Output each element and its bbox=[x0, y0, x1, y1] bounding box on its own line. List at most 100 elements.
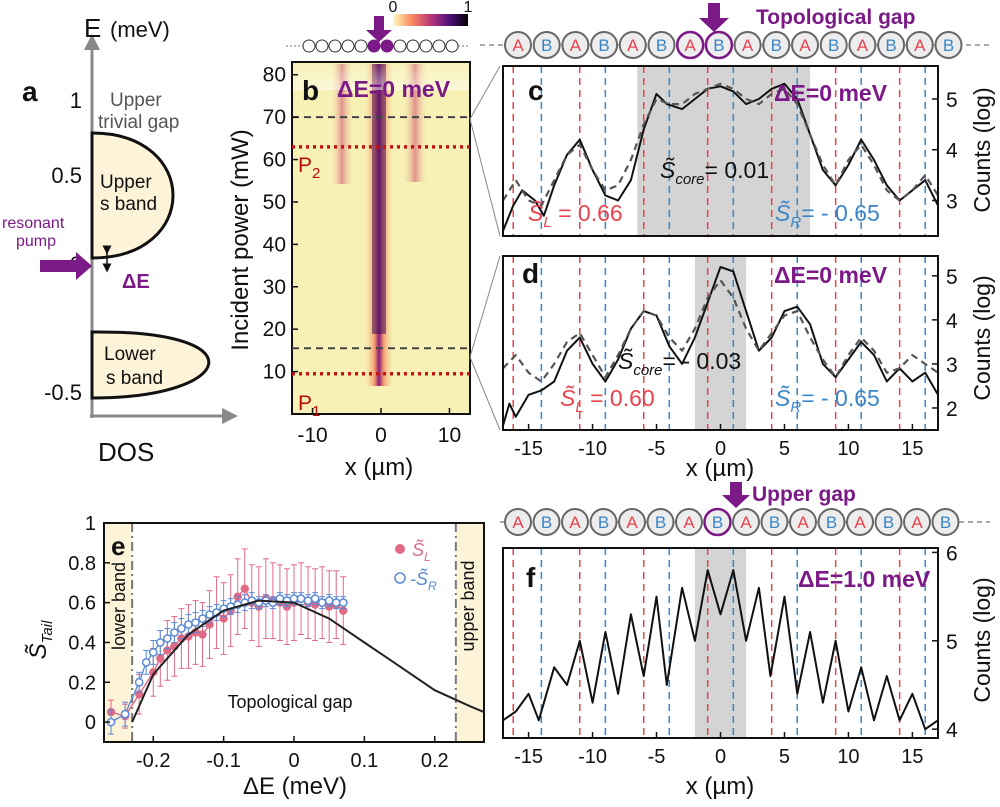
lattice-site-a bbox=[504, 31, 532, 59]
panel-e-legend: S̃L -S̃R bbox=[394, 539, 437, 593]
panel-a-upper-gap-1: Upper bbox=[110, 90, 162, 111]
panel-e-point-r bbox=[331, 598, 341, 607]
panel-d-s-core: S̃core= - 0.03 bbox=[618, 348, 741, 379]
lattice-site-a bbox=[732, 508, 760, 536]
panel-a-y-unit: (meV) bbox=[110, 17, 170, 42]
panel-c-s-right: S̃R= - 0.65 bbox=[775, 200, 880, 231]
lattice-site-a bbox=[846, 508, 874, 536]
lattice-site-label: B bbox=[656, 36, 667, 55]
panel-d: 5 4 3 2 -15 -10 -5 0 5 10 15 d ΔE=0 meV S̃core= - … bbox=[502, 255, 995, 482]
panel-f-y-label: Counts (log) bbox=[969, 577, 995, 702]
lattice-site-a bbox=[504, 508, 532, 536]
lattice-site-label: B bbox=[771, 36, 782, 55]
legend-r-marker bbox=[394, 572, 406, 584]
panel-c-s-core: S̃core= 0.01 bbox=[660, 157, 769, 188]
panel-a-upper-band bbox=[90, 131, 175, 260]
panel-e-x-tick-label: -0.1 bbox=[206, 750, 240, 772]
panel-f-plot-y-tick-label: 4 bbox=[946, 719, 958, 742]
lattice-site-a bbox=[618, 508, 646, 536]
panel-e-point-r bbox=[141, 658, 151, 667]
lattice-site-label: A bbox=[914, 36, 926, 55]
panel-e-point-r bbox=[205, 610, 214, 619]
panel-e-theory-curve bbox=[131, 599, 485, 723]
lattice-site-a bbox=[789, 508, 817, 536]
lattice-site-label: B bbox=[883, 513, 894, 532]
lattice-site-b bbox=[646, 508, 675, 536]
lattice-site-a bbox=[848, 31, 877, 59]
panel-c-plot-y-tick-label: 3 bbox=[946, 190, 958, 213]
panel-f-plot-x-tick-label: -15 bbox=[514, 746, 543, 768]
lattice-site-label: B bbox=[713, 36, 724, 55]
panel-b: 0 1 10 20 30 40 50 60 70 80 -10 0 10 b ΔE=0 meV P2… bbox=[227, 0, 473, 481]
panel-d-plot-y-tick-label: 5 bbox=[946, 266, 958, 289]
panel-f-plot-y-tick-label: 5 bbox=[946, 631, 958, 654]
lattice-site-label: A bbox=[569, 513, 581, 532]
panel-a-pump-2: pump bbox=[16, 233, 56, 250]
colorbar-tick-1: 1 bbox=[464, 0, 473, 16]
lattice-site-label: A bbox=[740, 513, 752, 532]
panel-e-x-tick-label: -0.2 bbox=[136, 750, 170, 772]
panel-a-tick-1: 1 bbox=[70, 88, 82, 113]
panel-a-x-arrow bbox=[222, 408, 238, 424]
lattice-site-label: B bbox=[655, 513, 666, 532]
lattice-site-label: A bbox=[512, 36, 524, 55]
panel-e-y-tick-label: 0 bbox=[85, 712, 96, 734]
panel-d-s-right: S̃R= - 0.65 bbox=[775, 385, 880, 416]
lattice-site-label: A bbox=[512, 513, 524, 532]
panel-c-s-left: S̃L = 0.66 bbox=[528, 200, 623, 231]
topological-site-arrow-icon bbox=[699, 3, 729, 32]
lattice-site-a bbox=[618, 31, 647, 59]
heatmap-top-fade bbox=[292, 62, 470, 90]
panel-e-point-r bbox=[303, 596, 313, 605]
panel-e-y-tick-label: 0.8 bbox=[68, 553, 96, 575]
lattice-site-a bbox=[903, 508, 931, 536]
lattice-site-label: A bbox=[685, 36, 697, 55]
panel-f-plot-x-tick-label: 15 bbox=[901, 746, 923, 768]
panel-e-x-tick-label: 0.2 bbox=[421, 750, 449, 772]
lattice-site-b bbox=[819, 31, 848, 59]
panel-b-x-tick-label: 0 bbox=[375, 424, 387, 447]
lattice-site-b bbox=[874, 508, 903, 536]
panel-f-plot-y-tick-label: 6 bbox=[946, 542, 958, 565]
panel-b-p1: P1 bbox=[298, 392, 320, 420]
panel-e-x-label: ΔE (meV) bbox=[243, 773, 347, 800]
panel-c-title: ΔE=0 meV bbox=[774, 80, 888, 106]
panel-e-point-r bbox=[170, 628, 179, 637]
lattice-site-label: B bbox=[826, 513, 837, 532]
panel-d-plot-y-tick-label: 2 bbox=[946, 398, 958, 421]
panel-c: 5 4 3 c ΔE=0 meV S̃core= 0.01 S̃L = 0.66 S… bbox=[502, 65, 995, 237]
panel-e-point-r bbox=[177, 624, 186, 633]
panel-a-x-label: DOS bbox=[98, 437, 154, 467]
panel-d-plot-x-tick-label: -10 bbox=[578, 438, 607, 460]
lattice-site-b bbox=[760, 508, 789, 536]
panel-b-x-label: x (µm) bbox=[345, 454, 413, 481]
panel-f-x-label: x (µm) bbox=[686, 773, 754, 800]
lattice-site-b bbox=[817, 508, 846, 536]
panel-f-plot-x-tick-label: -5 bbox=[648, 746, 666, 768]
panel-e-point-r bbox=[338, 598, 348, 607]
panel-f-letter: f bbox=[526, 562, 536, 593]
panel-a-upper-gap-2: trivial gap bbox=[98, 112, 179, 133]
panel-b-connectors bbox=[469, 65, 501, 431]
panel-d-plot-x-tick-label: 10 bbox=[837, 438, 859, 460]
panel-e-point-r bbox=[184, 620, 193, 629]
panel-e-point-r bbox=[191, 618, 200, 627]
panel-f: 6 5 4 -15 -10 -5 0 5 10 15 f ΔE=1.0 meV Counts (l… bbox=[502, 542, 995, 800]
lattice-site-label: B bbox=[598, 36, 609, 55]
panel-a-y-label: E bbox=[84, 13, 101, 43]
lattice-site-b bbox=[589, 508, 618, 536]
panel-c-letter: c bbox=[528, 75, 544, 106]
panel-e-y-tick-label: 0.6 bbox=[68, 593, 96, 615]
panel-a-tick-05: 0.5 bbox=[51, 163, 82, 188]
colorbar bbox=[393, 14, 468, 26]
panel-d-s-left: S̃L = 0.60 bbox=[560, 385, 655, 416]
panel-d-plot-x-tick-label: 15 bbox=[901, 438, 923, 460]
lattice-site-a bbox=[675, 508, 703, 536]
panel-b-x-tick-label: 10 bbox=[438, 424, 461, 447]
heatmap-beam-core bbox=[372, 64, 386, 334]
panel-d-letter: d bbox=[522, 258, 539, 289]
panel-e-x-tick-label: 0 bbox=[288, 750, 299, 772]
panel-e-point-l bbox=[149, 668, 158, 677]
lattice-site-label: A bbox=[570, 36, 582, 55]
panel-a-y-arrow bbox=[84, 34, 100, 50]
